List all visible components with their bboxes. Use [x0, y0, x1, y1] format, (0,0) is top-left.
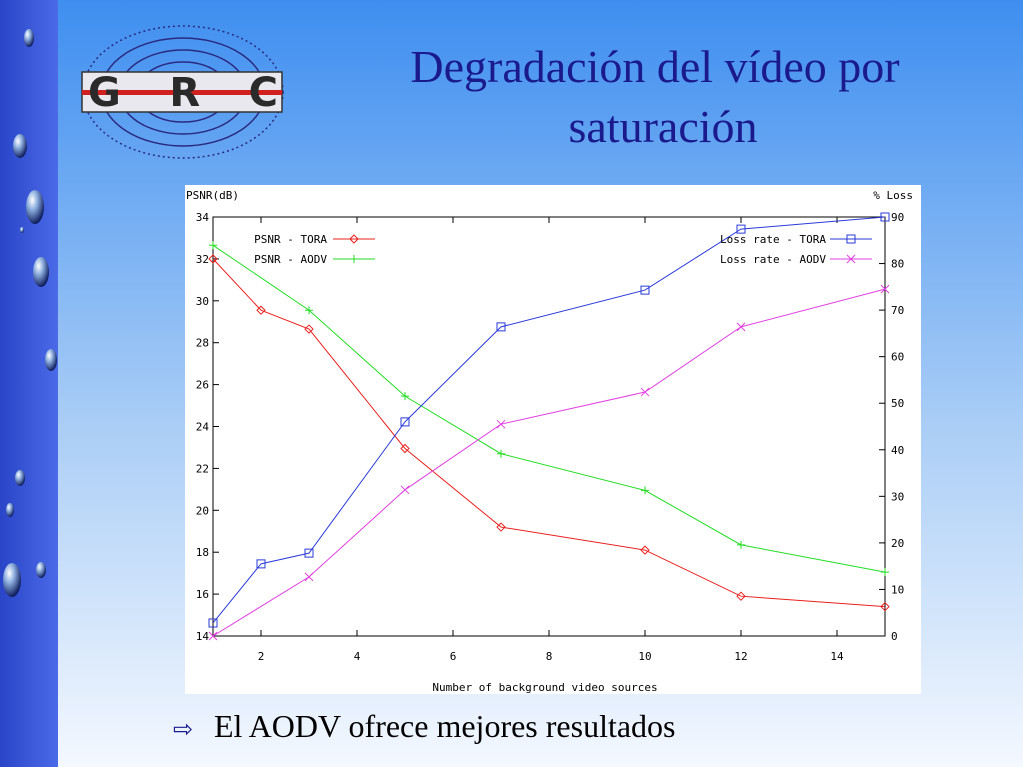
point-marker [880, 212, 890, 222]
point-marker [496, 419, 506, 429]
x-tick-label: 14 [830, 650, 844, 663]
point-marker [496, 522, 506, 532]
y-tick-label: 22 [196, 462, 209, 475]
point-marker [497, 449, 505, 458]
point-marker [400, 485, 410, 495]
point-marker [640, 545, 650, 555]
y2-axis-label: % Loss [873, 189, 913, 202]
point-marker [304, 324, 314, 334]
point-marker [846, 234, 856, 244]
point-marker [208, 254, 218, 264]
point-marker [400, 417, 410, 427]
y2-tick-label: 10 [891, 583, 904, 596]
point-marker [640, 285, 650, 295]
y2-tick-label: 50 [891, 397, 904, 410]
y-tick-label: 14 [196, 630, 210, 643]
x-tick-label: 2 [258, 650, 265, 663]
bullet-icon: ⇨ [173, 717, 193, 743]
y2-tick-label: 90 [891, 211, 904, 224]
y2-tick-label: 0 [891, 630, 898, 643]
y-tick-label: 20 [196, 504, 209, 517]
y2-tick-label: 60 [891, 351, 904, 364]
series [208, 254, 890, 612]
point-marker [304, 548, 314, 558]
point-marker [208, 631, 218, 641]
point-marker [846, 254, 856, 264]
y2-tick-label: 30 [891, 490, 904, 503]
point-marker [400, 443, 410, 454]
y-tick-label: 28 [196, 337, 209, 350]
series-line [212, 216, 886, 624]
logo-text: GRC [88, 70, 278, 116]
point-marker [880, 601, 890, 612]
title-line: Degradación del vídeo por [410, 41, 899, 92]
y-tick-label: 30 [196, 295, 209, 308]
point-marker [256, 559, 266, 569]
point-marker [736, 591, 746, 601]
point-marker [349, 234, 359, 244]
y2-tick-label: 80 [891, 258, 904, 271]
chart: 1416182022242628303234010203040506070809… [186, 189, 913, 694]
series [209, 241, 889, 577]
title-line: saturación [568, 101, 757, 152]
y-axis-label: PSNR(dB) [186, 189, 239, 202]
y-tick-label: 24 [196, 421, 210, 434]
logo: GRC [81, 25, 284, 159]
y-tick-label: 34 [196, 211, 210, 224]
point-marker [880, 284, 890, 294]
point-marker [640, 387, 650, 397]
series-line [212, 258, 886, 608]
legend-label: PSNR - AODV [254, 253, 327, 266]
point-marker [496, 322, 506, 332]
y2-tick-label: 40 [891, 444, 904, 457]
legend-label: PSNR - TORA [254, 233, 327, 246]
chart-area [185, 185, 921, 694]
y-tick-label: 16 [196, 588, 209, 601]
point-marker [305, 306, 313, 315]
x-tick-label: 10 [638, 650, 651, 663]
point-marker [304, 572, 314, 582]
point-marker [209, 241, 217, 250]
series [208, 284, 890, 641]
point-marker [350, 255, 358, 263]
legend-label: Loss rate - TORA [720, 233, 826, 246]
y2-tick-label: 20 [891, 537, 904, 550]
y-tick-label: 26 [196, 379, 209, 392]
drops [3, 29, 57, 597]
x-tick-label: 8 [546, 650, 553, 663]
series [208, 212, 890, 628]
point-marker [736, 224, 746, 234]
point-marker [401, 392, 409, 401]
side-strip [0, 0, 58, 767]
point-marker [881, 568, 889, 577]
x-tick-label: 12 [734, 650, 747, 663]
bullet-text: El AODV ofrece mejores resultados [214, 708, 676, 744]
x-tick-label: 4 [354, 650, 361, 663]
y2-tick-label: 70 [891, 304, 904, 317]
y-tick-label: 32 [196, 253, 209, 266]
point-marker [737, 540, 745, 549]
legend-label: Loss rate - AODV [720, 253, 826, 266]
point-marker [641, 486, 649, 495]
x-axis-label: Number of background video sources [432, 681, 657, 694]
point-marker [208, 618, 218, 628]
point-marker [736, 322, 746, 332]
y-tick-label: 18 [196, 546, 209, 559]
point-marker [256, 305, 266, 315]
x-tick-label: 6 [450, 650, 457, 663]
